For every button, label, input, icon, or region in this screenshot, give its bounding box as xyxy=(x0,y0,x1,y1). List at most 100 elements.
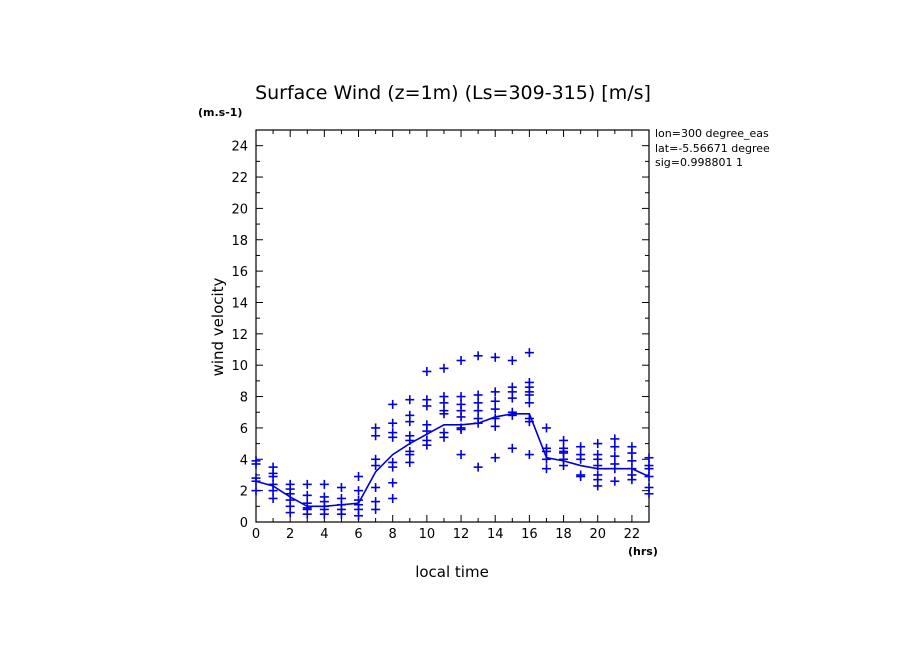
data-point xyxy=(644,489,654,499)
y-tick-label: 4 xyxy=(240,453,248,468)
data-point xyxy=(473,398,483,408)
data-point xyxy=(439,363,449,373)
data-point xyxy=(388,418,398,428)
x-tick-label: 22 xyxy=(624,527,641,542)
data-point xyxy=(388,493,398,503)
annotation-lon: lon=300 degree_eas xyxy=(655,127,769,140)
data-point xyxy=(456,355,466,365)
data-point xyxy=(610,464,620,474)
data-point xyxy=(473,462,483,472)
data-point xyxy=(610,442,620,452)
data-point xyxy=(524,398,534,408)
y-axis-label: wind velocity xyxy=(209,277,227,376)
data-point xyxy=(285,508,295,518)
data-point xyxy=(336,483,346,493)
x-tick-label: 18 xyxy=(555,527,572,542)
data-point xyxy=(524,450,534,460)
data-point xyxy=(541,423,551,433)
data-point xyxy=(576,472,586,482)
data-point xyxy=(302,509,312,519)
data-point xyxy=(490,453,500,463)
data-point xyxy=(576,454,586,464)
x-tick-label: 2 xyxy=(286,527,294,542)
data-point xyxy=(541,446,551,456)
data-point xyxy=(422,401,432,411)
data-point xyxy=(456,450,466,460)
y-unit-label: (m.s-1) xyxy=(198,106,242,119)
data-point xyxy=(627,456,637,466)
data-point xyxy=(456,424,466,434)
data-point xyxy=(524,348,534,358)
data-point xyxy=(422,426,432,436)
data-point xyxy=(576,442,586,452)
data-point xyxy=(371,504,381,514)
x-axis-label: local time xyxy=(415,563,489,581)
data-point xyxy=(354,511,364,521)
x-tick-label: 4 xyxy=(320,527,328,542)
data-point xyxy=(593,439,603,449)
data-point xyxy=(405,457,415,467)
data-point xyxy=(405,435,415,445)
annotation-block: lon=300 degree_eas lat=-5.56671 degree s… xyxy=(655,127,770,169)
x-tick-label: 20 xyxy=(589,527,606,542)
y-tick-label: 12 xyxy=(231,328,248,343)
data-point xyxy=(336,509,346,519)
data-point xyxy=(473,351,483,361)
data-point xyxy=(422,440,432,450)
data-point xyxy=(473,406,483,416)
data-point xyxy=(644,472,654,482)
y-tick-label: 0 xyxy=(240,516,248,531)
data-point xyxy=(644,464,654,474)
mean-line xyxy=(255,413,650,508)
x-unit-label: (hrs) xyxy=(628,545,658,558)
data-point xyxy=(251,476,261,486)
data-point xyxy=(473,390,483,400)
data-point xyxy=(439,409,449,419)
data-point xyxy=(405,450,415,460)
chart-title: Surface Wind (z=1m) (Ls=309-315) [m/s] xyxy=(255,82,651,104)
data-point xyxy=(319,509,329,519)
x-tick-label: 8 xyxy=(389,527,397,542)
data-point xyxy=(610,451,620,461)
data-point xyxy=(524,390,534,400)
data-point xyxy=(268,472,278,482)
data-point xyxy=(302,479,312,489)
data-point xyxy=(388,399,398,409)
x-tick-label: 14 xyxy=(487,527,504,542)
data-point xyxy=(456,392,466,402)
data-point xyxy=(371,461,381,471)
data-point xyxy=(490,396,500,406)
y-tick-label: 20 xyxy=(231,202,248,217)
data-point xyxy=(302,490,312,500)
data-point xyxy=(473,418,483,428)
data-point xyxy=(593,461,603,471)
data-point xyxy=(388,462,398,472)
data-point xyxy=(507,443,517,453)
data-point xyxy=(268,486,278,496)
data-point xyxy=(439,398,449,408)
data-point xyxy=(524,417,534,427)
data-point xyxy=(644,453,654,463)
data-point xyxy=(627,475,637,485)
data-point xyxy=(507,410,517,420)
data-point xyxy=(490,404,500,414)
annotation-sig: sig=0.998801 1 xyxy=(655,156,743,169)
data-point xyxy=(319,479,329,489)
data-point xyxy=(422,366,432,376)
data-point xyxy=(405,395,415,405)
data-point xyxy=(559,435,569,445)
data-point xyxy=(388,478,398,488)
data-point xyxy=(490,352,500,362)
y-tick-label: 18 xyxy=(231,234,248,249)
x-tick-label: 10 xyxy=(419,527,436,542)
data-point xyxy=(354,472,364,482)
data-point xyxy=(559,461,569,471)
y-tick-label: 8 xyxy=(240,391,248,406)
x-tick-label: 0 xyxy=(252,527,260,542)
data-point xyxy=(490,421,500,431)
data-point xyxy=(371,431,381,441)
x-tick-label: 12 xyxy=(453,527,470,542)
data-point xyxy=(405,417,415,427)
